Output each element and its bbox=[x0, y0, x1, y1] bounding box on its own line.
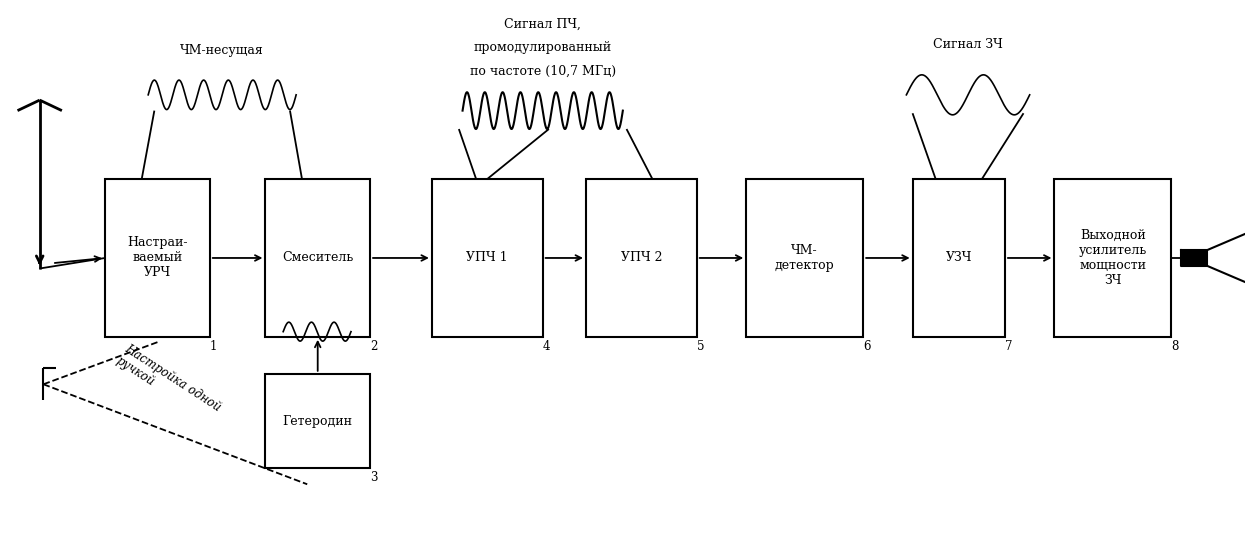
Text: 7: 7 bbox=[1005, 339, 1013, 353]
Bar bbox=[1054, 179, 1171, 337]
Text: 1: 1 bbox=[210, 339, 218, 353]
Text: Гетеродин: Гетеродин bbox=[283, 415, 352, 427]
Text: по частоте (10,7 МГц): по частоте (10,7 МГц) bbox=[469, 64, 615, 78]
Bar bbox=[265, 374, 370, 468]
Text: 2: 2 bbox=[370, 339, 377, 353]
Polygon shape bbox=[1181, 250, 1208, 266]
Text: 8: 8 bbox=[1171, 339, 1179, 353]
Bar bbox=[746, 179, 863, 337]
Text: 4: 4 bbox=[542, 339, 550, 353]
Text: промодулированный: промодулированный bbox=[474, 41, 611, 54]
Bar bbox=[912, 179, 1005, 337]
Bar bbox=[586, 179, 697, 337]
Bar bbox=[265, 179, 370, 337]
Bar bbox=[431, 179, 542, 337]
Text: Выходной
усилитель
мощности
ЗЧ: Выходной усилитель мощности ЗЧ bbox=[1079, 229, 1147, 287]
Text: Настройка одной
ручкой: Настройка одной ручкой bbox=[113, 342, 223, 426]
Text: 6: 6 bbox=[863, 339, 871, 353]
Text: 5: 5 bbox=[697, 339, 704, 353]
Text: УЗЧ: УЗЧ bbox=[946, 251, 972, 265]
Polygon shape bbox=[1208, 229, 1257, 287]
Text: УПЧ 1: УПЧ 1 bbox=[467, 251, 508, 265]
Text: Сигнал ЗЧ: Сигнал ЗЧ bbox=[933, 38, 1003, 52]
Bar bbox=[106, 179, 210, 337]
Text: Смеситель: Смеситель bbox=[282, 251, 353, 265]
Text: 3: 3 bbox=[370, 471, 377, 484]
Text: Сигнал ПЧ,: Сигнал ПЧ, bbox=[504, 17, 581, 30]
Text: ЧМ-несущая: ЧМ-несущая bbox=[180, 43, 264, 56]
Text: УПЧ 2: УПЧ 2 bbox=[620, 251, 662, 265]
Text: ЧМ-
детектор: ЧМ- детектор bbox=[775, 244, 834, 272]
Text: Настраи-
ваемый
УРЧ: Настраи- ваемый УРЧ bbox=[127, 236, 187, 279]
